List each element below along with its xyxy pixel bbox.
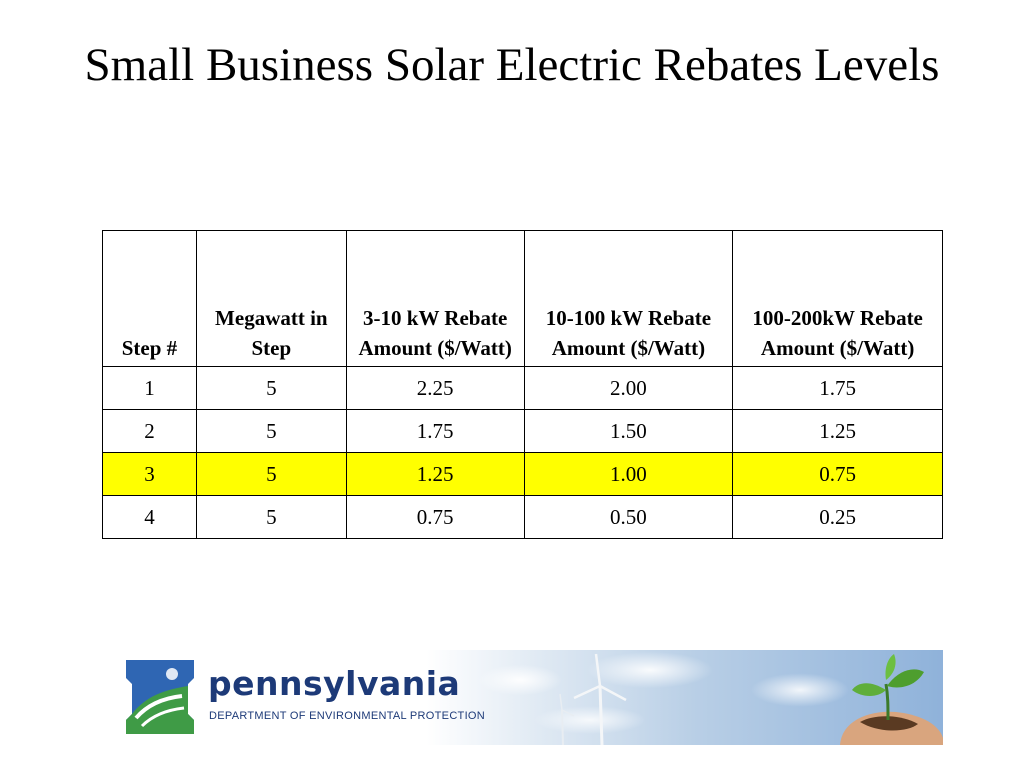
seedling-in-hands-icon xyxy=(840,654,943,745)
department-name: DEPARTMENT OF ENVIRONMENTAL PROTECTION xyxy=(209,710,486,722)
cell-step: 4 xyxy=(102,495,197,539)
cell-megawatt: 5 xyxy=(195,366,347,410)
cell-rebate-10-100kw: 0.50 xyxy=(523,495,734,539)
cell-rebate-100-200kw: 1.75 xyxy=(732,366,943,410)
table-row: 2 5 1.75 1.50 1.25 xyxy=(102,409,943,453)
header-rebate-100-200kw: 100-200kW Rebate Amount ($/Watt) xyxy=(732,230,943,367)
cell-rebate-100-200kw: 0.25 xyxy=(732,495,943,539)
cell-step: 2 xyxy=(102,409,197,453)
table-row: 4 5 0.75 0.50 0.25 xyxy=(102,495,943,539)
cell-rebate-3-10kw: 0.75 xyxy=(345,495,525,539)
cell-megawatt: 5 xyxy=(195,409,347,453)
table-row: 1 5 2.25 2.00 1.75 xyxy=(102,366,943,410)
cell-megawatt: 5 xyxy=(195,495,347,539)
table-header-row: Step # Megawatt in Step 3-10 kW Rebate A… xyxy=(102,230,943,367)
header-rebate-3-10kw: 3-10 kW Rebate Amount ($/Watt) xyxy=(345,230,525,367)
cell-rebate-100-200kw: 1.25 xyxy=(732,409,943,453)
cell-rebate-100-200kw: 0.75 xyxy=(732,452,943,496)
cell-rebate-3-10kw: 1.75 xyxy=(345,409,525,453)
table-row-highlighted: 3 5 1.25 1.00 0.75 xyxy=(102,452,943,496)
cell-step: 1 xyxy=(102,366,197,410)
cell-megawatt: 5 xyxy=(195,452,347,496)
pa-dep-banner: pennsylvania DEPARTMENT OF ENVIRONMENTAL… xyxy=(110,650,943,745)
header-step: Step # xyxy=(102,230,197,367)
rebate-table: Step # Megawatt in Step 3-10 kW Rebate A… xyxy=(102,230,943,539)
cell-rebate-10-100kw: 2.00 xyxy=(523,366,734,410)
cell-rebate-3-10kw: 1.25 xyxy=(345,452,525,496)
header-rebate-10-100kw: 10-100 kW Rebate Amount ($/Watt) xyxy=(523,230,734,367)
cell-rebate-10-100kw: 1.00 xyxy=(523,452,734,496)
header-megawatt: Megawatt in Step xyxy=(195,230,347,367)
slide-title: Small Business Solar Electric Rebates Le… xyxy=(84,39,940,91)
cell-rebate-3-10kw: 2.25 xyxy=(345,366,525,410)
wind-turbine-icon xyxy=(559,653,627,745)
brand-name: pennsylvania xyxy=(208,664,461,703)
cell-step: 3 xyxy=(102,452,197,496)
keystone-logo-icon xyxy=(126,660,194,734)
cell-rebate-10-100kw: 1.50 xyxy=(523,409,734,453)
